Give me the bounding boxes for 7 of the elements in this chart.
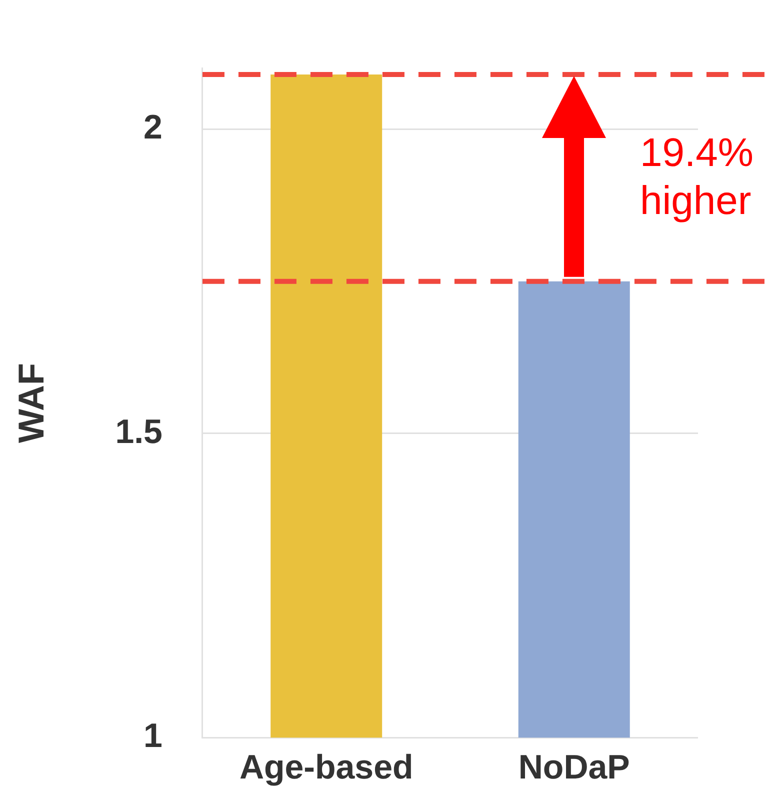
y-tick-label: 1 [144,716,162,755]
y-tick-label: 1.5 [115,412,162,451]
x-tick-label: Age-based [239,748,414,786]
y-tick-label: 2 [144,108,162,147]
y-axis-title: WAF [10,363,52,443]
annotation: 19.4% higher [640,130,754,226]
x-tick-label: NoDaP [518,748,630,786]
